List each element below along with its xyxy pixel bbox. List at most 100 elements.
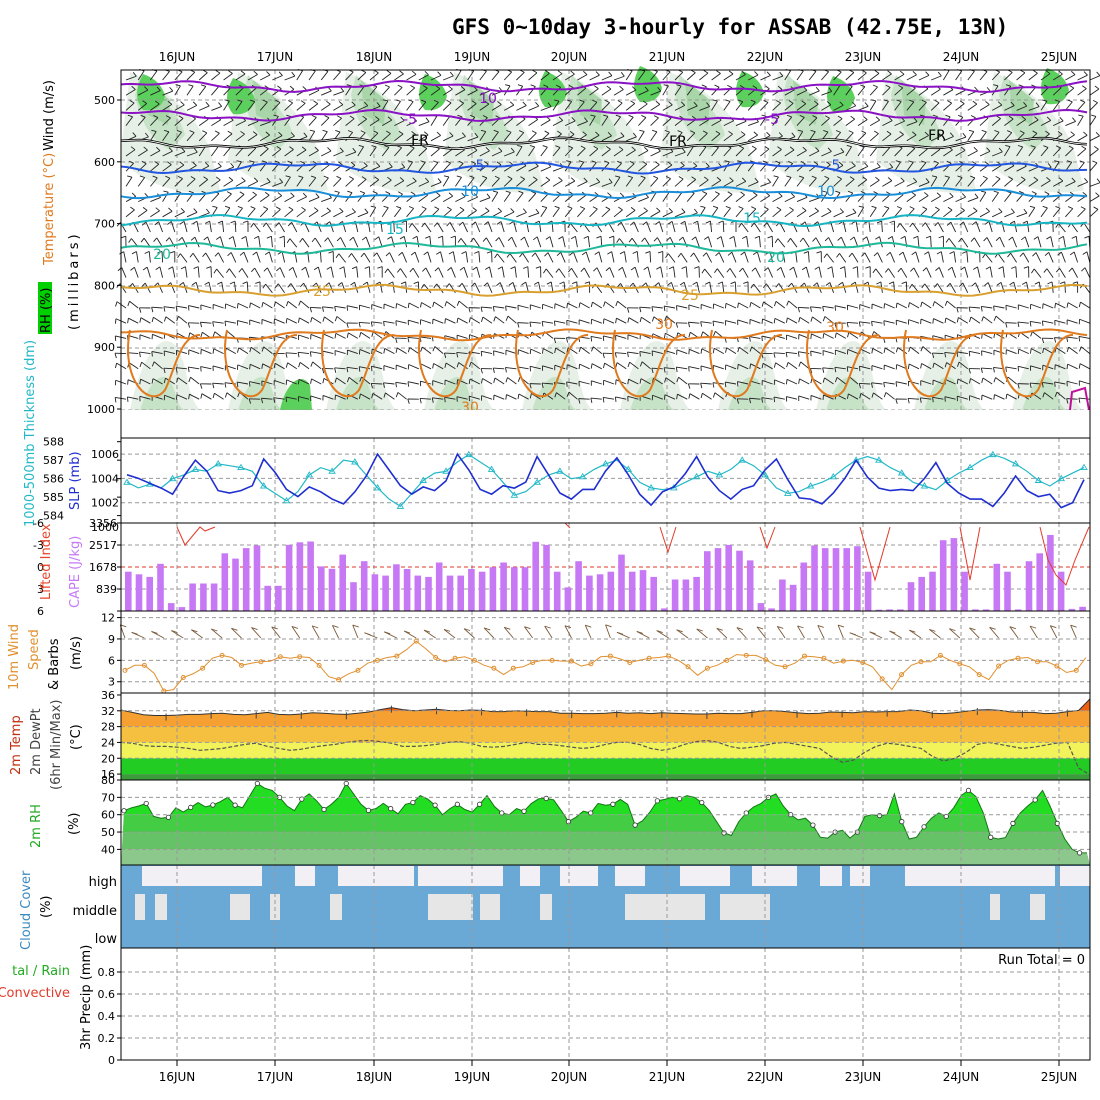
- wind-barb: [786, 396, 798, 400]
- wind-barb-flag: [968, 306, 971, 313]
- wind-barb: [796, 177, 805, 187]
- wind-barb: [444, 335, 456, 339]
- thickness-marker: [920, 482, 929, 489]
- wind-barb-flag: [432, 363, 435, 369]
- wind-barb-flag: [1066, 336, 1069, 343]
- wind-barb: [1040, 193, 1050, 202]
- wind-barb: [638, 131, 645, 142]
- wind-barb: [981, 394, 993, 400]
- wind-barb-flag: [705, 220, 711, 224]
- wind-barb: [123, 251, 127, 263]
- wind-barb-flag: [407, 337, 410, 343]
- wind-barb-flag: [458, 221, 464, 226]
- wind-barb: [1089, 135, 1100, 142]
- wind-barb-10m: [1049, 625, 1058, 639]
- wind-barb-flag: [799, 237, 804, 243]
- wind-barb: [1089, 116, 1097, 126]
- wind-barb: [1004, 105, 1015, 111]
- wind-barb-flag: [458, 160, 464, 164]
- wind-barb: [555, 347, 566, 354]
- wind-barb: [527, 266, 530, 278]
- wind-barb-flag: [407, 398, 410, 404]
- wind-barb: [259, 101, 268, 111]
- thickness-marker: [1034, 476, 1043, 483]
- wind-barb: [254, 267, 261, 278]
- wind-barb: [125, 102, 135, 111]
- wind-barb-flag: [706, 102, 711, 107]
- thickness-marker: [123, 478, 131, 485]
- slp-tick-label: 1000: [91, 521, 119, 534]
- wind-barb: [676, 305, 688, 309]
- wind-barb: [139, 395, 151, 400]
- wind-barb: [628, 317, 639, 324]
- wind-barb-flag: [668, 101, 673, 106]
- wind-barb-flag: [1079, 346, 1082, 352]
- wind-barb: [1061, 251, 1066, 263]
- cape-bar: [628, 571, 636, 611]
- wind-barb: [516, 212, 527, 218]
- wind-barb-flag: [566, 99, 572, 102]
- rh-marker: [232, 802, 238, 808]
- wind-barb-flag: [848, 252, 853, 258]
- wind-barb-flag: [751, 267, 756, 272]
- wind-barb-flag: [617, 221, 622, 227]
- wind-barb: [741, 222, 749, 233]
- wind-barb: [854, 282, 859, 293]
- wind-barb: [857, 72, 867, 81]
- wind-barb-flag: [810, 316, 813, 322]
- wind-barb-flag: [801, 266, 807, 271]
- wind-barb: [603, 335, 615, 339]
- wind-barb: [1005, 322, 1017, 324]
- wind-barb: [165, 377, 176, 385]
- wind-barb-flag: [384, 84, 390, 88]
- wind-barb: [713, 303, 724, 309]
- wind-barb: [847, 304, 859, 309]
- wind-barb: [566, 319, 578, 324]
- contour-label: 10: [479, 91, 497, 107]
- wind-barb-flag: [212, 321, 215, 327]
- wind-barb-flag: [872, 84, 878, 88]
- wind-barb: [442, 162, 451, 172]
- wind-barb: [381, 100, 389, 111]
- wind-barb: [662, 71, 671, 81]
- wind-barb: [189, 393, 200, 400]
- wind-barb-flag: [250, 222, 254, 228]
- wind-barb-flag: [202, 252, 207, 258]
- wind-barb: [162, 150, 173, 157]
- wind-speed-marker: [471, 657, 477, 663]
- date-label-bottom: 21JUN: [649, 1070, 686, 1084]
- wind-barb: [821, 211, 832, 218]
- wind-barb-flag: [116, 222, 121, 227]
- wind-barb-flag: [532, 176, 538, 181]
- wind-barb: [711, 73, 721, 81]
- wind-barb: [1040, 147, 1049, 157]
- wind-barb-flag: [583, 235, 589, 239]
- wind-barb-flag: [205, 208, 210, 214]
- rh-marker: [610, 801, 616, 807]
- wind-barb-flag: [1047, 281, 1053, 285]
- wind-barb-flag: [301, 146, 307, 151]
- wind-barb: [427, 251, 432, 263]
- wind-barb-flag: [803, 86, 808, 91]
- rh-high-patch: [280, 379, 312, 410]
- wind-barb-flag: [778, 192, 783, 197]
- wind-barb-flag: [456, 317, 459, 324]
- wind-barb: [674, 211, 686, 218]
- wind-barb-flag: [960, 266, 966, 271]
- wind-barb-flag: [645, 250, 651, 254]
- thickness-tick-label: 584: [43, 510, 64, 523]
- wind-barb: [899, 223, 908, 233]
- wind-speed-marker: [297, 654, 303, 660]
- wind-barb: [320, 103, 331, 111]
- wind-barb-flag: [421, 99, 427, 103]
- wind-barb-flag: [359, 190, 365, 194]
- wind-barb-10m-flag: [271, 626, 278, 630]
- wind-barb-flag: [177, 253, 181, 258]
- wind-barb: [821, 151, 832, 157]
- cloud-high-block: [175, 866, 203, 886]
- wind-barb-flag: [595, 131, 600, 136]
- wind-barb: [564, 207, 573, 218]
- wind-barb-flag: [1068, 206, 1073, 210]
- wind-barb-flag: [569, 131, 575, 135]
- wind-barb: [308, 210, 319, 218]
